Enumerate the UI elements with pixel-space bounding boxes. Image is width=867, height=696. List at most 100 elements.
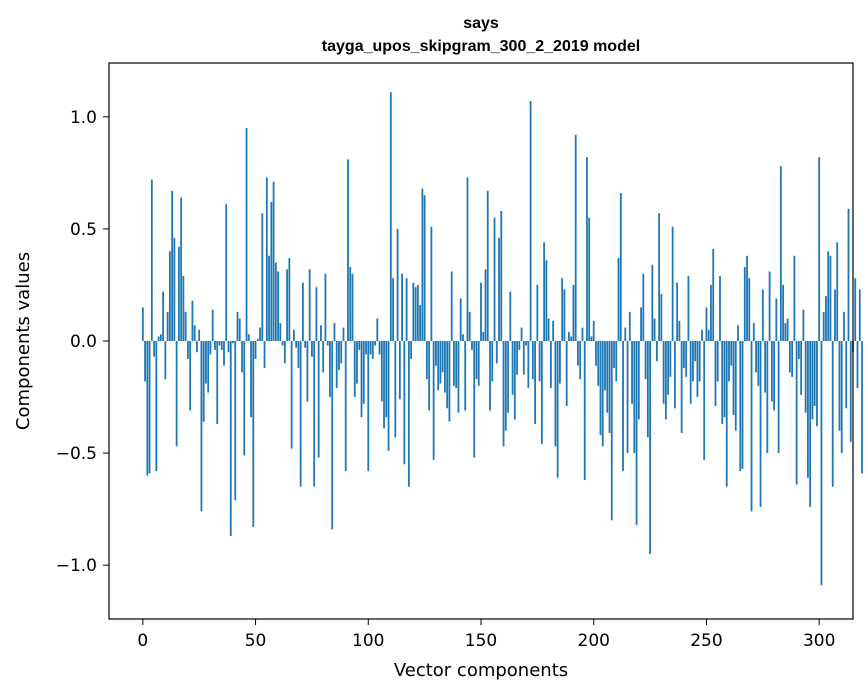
bar [802,309,805,341]
bar [552,320,555,341]
bar [820,341,823,586]
bar [509,291,512,341]
bar [671,226,674,341]
bar [651,264,654,341]
bar [834,289,836,341]
bar [166,311,169,341]
y-tick-label: −0.5 [56,444,97,464]
bar [590,336,593,341]
bar [340,341,343,364]
bar [358,341,361,350]
bar [800,341,803,395]
bar [326,341,329,346]
bar [177,246,180,341]
y-axis-label: Components values [13,252,34,430]
bar [459,298,462,341]
bar [254,341,257,359]
bar [635,341,638,525]
bar [574,134,577,341]
bar [669,341,672,377]
bar [205,341,207,384]
bar [827,251,830,341]
bar [401,273,403,341]
bar [484,269,487,341]
bar [743,267,746,341]
bar [809,341,812,507]
bar [173,237,176,341]
bar [475,341,478,380]
bar [220,341,223,350]
bar [791,341,794,377]
bar [836,242,839,341]
bar [649,341,651,554]
bar [856,341,859,389]
bar [211,309,214,341]
bar [342,327,345,341]
bar [786,318,789,341]
bar [825,296,827,341]
bar [155,341,158,472]
bar [234,341,237,501]
bar [628,311,631,341]
bar [480,282,482,341]
bar [184,311,187,341]
bar [804,341,807,413]
bar [732,341,735,415]
bar [723,341,726,418]
bar [631,341,633,404]
bar [843,311,845,341]
bar [187,341,189,359]
bar [655,341,658,362]
bar [563,289,566,341]
bar [279,323,282,341]
bar [845,341,848,409]
bar [268,255,270,341]
bars-group [141,92,863,586]
bar [385,341,388,418]
bar [554,341,557,447]
bar [561,278,564,341]
bar [471,341,473,350]
bar [464,341,467,411]
bar [223,341,225,366]
bar [568,332,570,341]
bar [653,318,656,341]
bar [428,341,431,411]
bar [317,341,320,458]
bar [642,273,645,341]
bar [288,258,291,341]
bar [511,341,514,395]
bar [757,341,760,386]
x-tick-label: 150 [465,631,497,651]
bar [202,341,205,422]
bar [457,341,460,413]
bar [157,336,160,341]
chart-subtitle: tayga_upos_skipgram_300_2_2019 model [322,38,640,55]
bar [588,217,591,341]
bar [543,242,546,341]
bar [646,341,649,438]
bar [256,338,259,341]
bar [238,318,241,341]
bar [351,273,354,341]
bar [491,341,494,382]
bar [338,341,340,371]
bar [405,278,408,341]
bar [559,341,561,384]
bar [696,341,699,398]
bar [295,341,298,348]
bar [522,341,525,375]
bar [265,177,268,341]
bar [441,341,444,373]
bar [617,258,620,341]
bar [750,341,753,512]
bar [728,341,730,382]
bar [193,325,196,341]
bar [570,336,573,341]
bar [349,267,352,341]
bar [705,307,708,341]
bar [619,193,622,341]
bar [597,341,600,386]
bar [387,341,390,451]
bar [299,341,302,487]
